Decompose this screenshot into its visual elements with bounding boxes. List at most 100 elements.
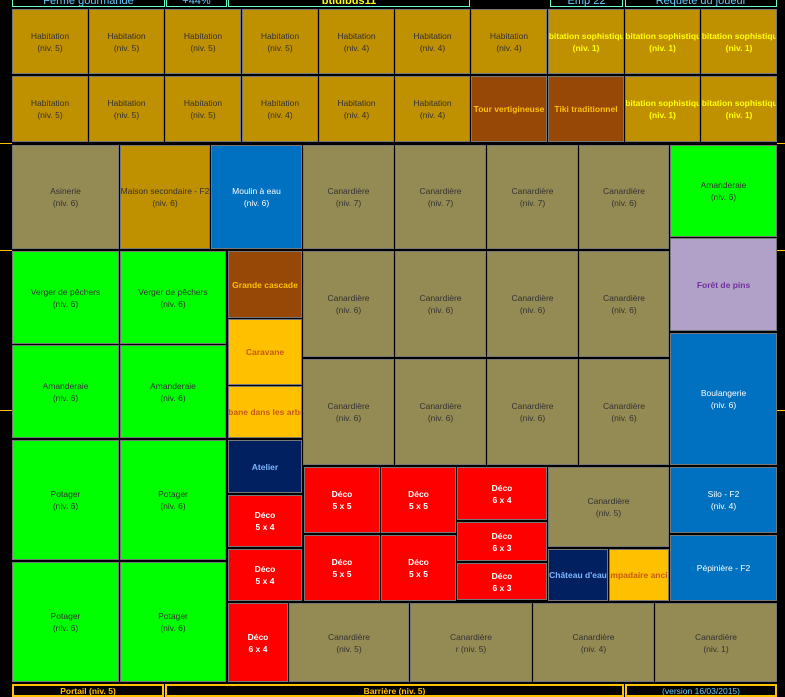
tile-name: Habitation sophistiquée <box>548 30 623 41</box>
tile-level: (niv. 6) <box>335 305 362 315</box>
tile-name: Déco <box>491 482 513 493</box>
tile-level: (niv. 6) <box>52 501 79 511</box>
tile-name: Habitation <box>30 98 70 108</box>
tile-name: Habitation <box>30 30 70 41</box>
tile-name: Maison secondaire - F2 <box>120 186 210 196</box>
tile-level: (niv. 6) <box>611 413 637 423</box>
tile: Amanderaie (niv. 6) <box>12 345 119 438</box>
tile-name: Canardière <box>327 401 370 411</box>
tile-name: Verger de pêchers <box>30 286 101 297</box>
tile: Potager (niv. 6) <box>12 440 119 560</box>
tile-level: (niv. 6) <box>52 623 79 633</box>
tile-level: (niv. 6) <box>52 198 79 208</box>
tile: Habitation sophistiquée(niv. 1) <box>625 9 700 74</box>
tile-level: (niv. 5) <box>267 42 293 53</box>
tile: Canardière (niv. 6) <box>303 251 394 357</box>
tile-name: Déco <box>247 631 269 642</box>
footer-cell: Portail (niv. 5) <box>12 684 164 697</box>
header-cell: btidibus11 <box>228 0 470 7</box>
tile-level: (niv. 6) <box>243 198 270 208</box>
tile-level: (niv. 1) <box>725 110 753 120</box>
tile-level: (niv. 5) <box>113 42 140 53</box>
tile-level: (niv. 5) <box>336 643 362 654</box>
tile-level: 5 x 5 <box>332 501 352 511</box>
tile-name: Canardière <box>327 293 370 303</box>
tile-name: Canardière <box>572 631 615 642</box>
tile: Canardière (niv. 4) <box>533 603 654 682</box>
tile-level: (niv. 7) <box>335 198 362 208</box>
tile-level: 5 x 5 <box>332 569 352 579</box>
tile-name: Habitation <box>413 30 452 41</box>
tile: Habitation (niv. 5) <box>165 9 241 74</box>
tile-name: Déco <box>254 510 276 520</box>
tile: Déco 5 x 5 <box>304 467 380 533</box>
tile-level: (niv. 6) <box>152 198 178 208</box>
tile-name: Canardière <box>419 186 462 196</box>
tile-name: Château d'eau <box>549 570 607 580</box>
tile: Habitation (niv. 5) <box>12 76 88 142</box>
tile-level: (niv. 4) <box>580 643 607 654</box>
tile-name: Canardière <box>694 631 738 642</box>
tile-name: Potager <box>50 611 81 621</box>
tile-level: (niv. 5) <box>595 508 622 518</box>
tile: Canardière (niv. 1) <box>655 603 777 682</box>
tile: Habitation sophistiquée(niv. 1) <box>625 76 700 142</box>
tile: Déco 5 x 4 <box>228 495 302 547</box>
tile-level: (niv. 4) <box>419 110 446 120</box>
tile: Déco 5 x 5 <box>304 535 380 601</box>
tile-name: Habitation <box>183 30 223 41</box>
tile-level: 6 x 4 <box>248 643 268 654</box>
tile-level: (niv. 6) <box>710 192 737 202</box>
grid-mark <box>0 410 12 411</box>
tile-name: Habitation <box>337 30 376 41</box>
tile-level: 6 x 3 <box>492 582 512 593</box>
tile: Habitation (niv. 4) <box>395 9 470 74</box>
tile: Potager (niv. 6) <box>120 562 226 682</box>
tile-level: (niv. 6) <box>427 305 454 315</box>
tile-level: 6 x 3 <box>492 542 512 553</box>
tile-level: (niv. 4) <box>710 501 737 511</box>
tile-name: Déco <box>491 530 513 541</box>
tile: Amanderaie (niv. 6) <box>670 145 777 237</box>
tile-name: Habitation <box>413 98 452 108</box>
tile-level: (niv. 4) <box>419 42 446 53</box>
tile-name: Canardière <box>419 293 462 303</box>
tile-level: (niv. 6) <box>519 413 546 423</box>
grid-mark <box>0 250 12 251</box>
tile-level: (niv. 1) <box>649 42 676 53</box>
tile-name: Potager <box>158 489 188 499</box>
tile-name: Amanderaie <box>700 180 747 190</box>
tile-name: Déco <box>408 557 429 567</box>
tile: Habitation (niv. 5) <box>165 76 241 142</box>
tile: Canardière (niv. 6) <box>579 359 669 465</box>
tile-level: 6 x 4 <box>492 494 512 505</box>
header-cell: Requête du joueur <box>625 0 777 7</box>
tile-name: Habitation <box>260 30 300 41</box>
tile: Habitation (niv. 4) <box>242 76 318 142</box>
tile-level: (niv. 6) <box>519 305 546 315</box>
tile-level: (niv. 5) <box>37 42 63 53</box>
tile-name: Déco <box>254 564 276 574</box>
tile: Habitation (niv. 5) <box>242 9 318 74</box>
tile-name: Grande cascade <box>232 279 298 290</box>
tile: Déco 6 x 4 <box>457 467 547 520</box>
tile: Déco 5 x 5 <box>381 535 456 601</box>
tile: Déco 6 x 3 <box>457 522 547 561</box>
tile-name: Atelier <box>251 461 279 472</box>
tile-name: Canardière <box>511 293 554 303</box>
tile-name: Canardière <box>602 401 646 411</box>
tile: Habitation (niv. 5) <box>89 76 164 142</box>
tile: Verger de pêchers (niv. 6) <box>12 251 119 344</box>
footer-cell: Barrière (niv. 5) <box>165 684 624 697</box>
tile-name: Habitation <box>260 98 300 108</box>
tile: Lampadaire ancien <box>609 549 669 601</box>
tile: Canardière (niv. 7) <box>487 145 578 249</box>
tile-level: (niv. 4) <box>496 42 522 53</box>
tile-name: Déco <box>331 489 353 499</box>
tile-name: Habitation <box>489 30 529 41</box>
header-cell: Emp 22 <box>550 0 623 7</box>
tile-level: 5 x 4 <box>255 576 275 586</box>
tile-level: (niv. 1) <box>725 42 753 53</box>
tile: Habitation sophistiquée(niv. 1) <box>701 76 777 142</box>
tile: Déco 5 x 5 <box>381 467 456 533</box>
